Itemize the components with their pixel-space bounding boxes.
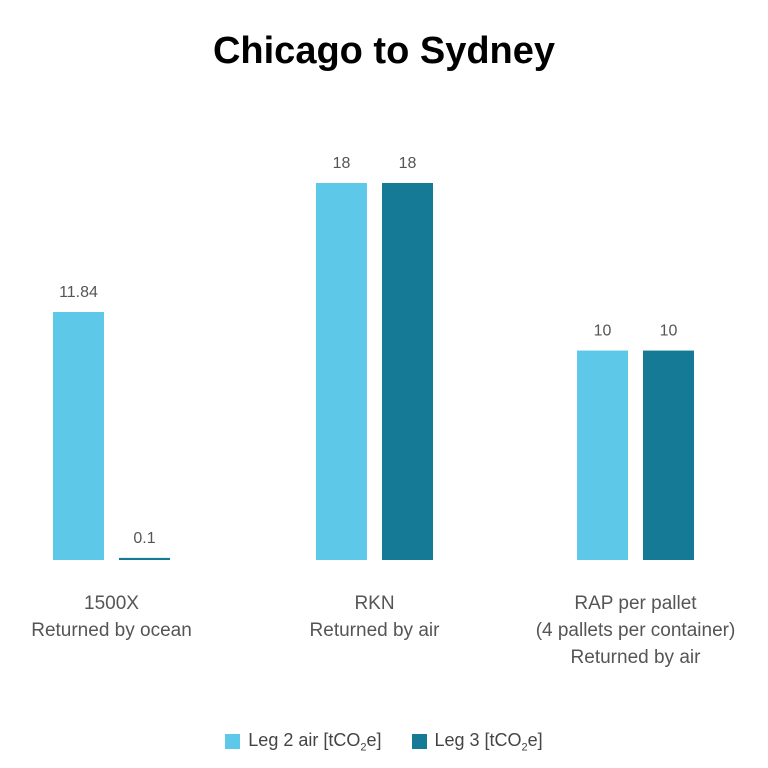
category-label: RAP per pallet (574, 593, 697, 614)
data-label: 18 (333, 155, 351, 172)
data-label: 0.1 (133, 530, 155, 547)
legend-label-leg3: Leg 3 [tCO2e] (434, 730, 543, 754)
category-label: Returned by ocean (31, 620, 192, 641)
legend-label-leg2: Leg 2 air [tCO2e] (248, 730, 382, 754)
legend-swatch-leg2 (225, 734, 241, 750)
category-label: 1500X (84, 593, 139, 614)
data-label: 18 (399, 155, 417, 172)
chart-title: Chicago to Sydney (212, 30, 556, 72)
data-label: 10 (660, 323, 678, 340)
category-label: RKN (354, 593, 394, 614)
legend: Leg 2 air [tCO2e] Leg 3 [tCO2e] (0, 730, 768, 754)
bar-leg3-0 (119, 557, 170, 560)
category-label: (4 pallets per container) (536, 620, 736, 641)
bar-leg2-2 (577, 350, 628, 560)
bar-leg2-1 (316, 183, 367, 560)
legend-item-leg2: Leg 2 air [tCO2e] (225, 730, 382, 754)
plot-area: 11.84 0.1 1500X Returned by ocean 18 18 RKN Ret… (31, 155, 736, 668)
bar-leg3-2 (643, 350, 694, 560)
category-label: Returned by air (571, 647, 702, 668)
data-label: 11.84 (59, 284, 98, 301)
bar-leg3-1 (382, 183, 433, 560)
category-label: Returned by air (310, 620, 441, 641)
legend-item-leg3: Leg 3 [tCO2e] (411, 730, 543, 754)
data-label: 10 (594, 323, 612, 340)
legend-swatch-leg3 (411, 734, 427, 750)
bar-leg2-0 (53, 312, 104, 560)
